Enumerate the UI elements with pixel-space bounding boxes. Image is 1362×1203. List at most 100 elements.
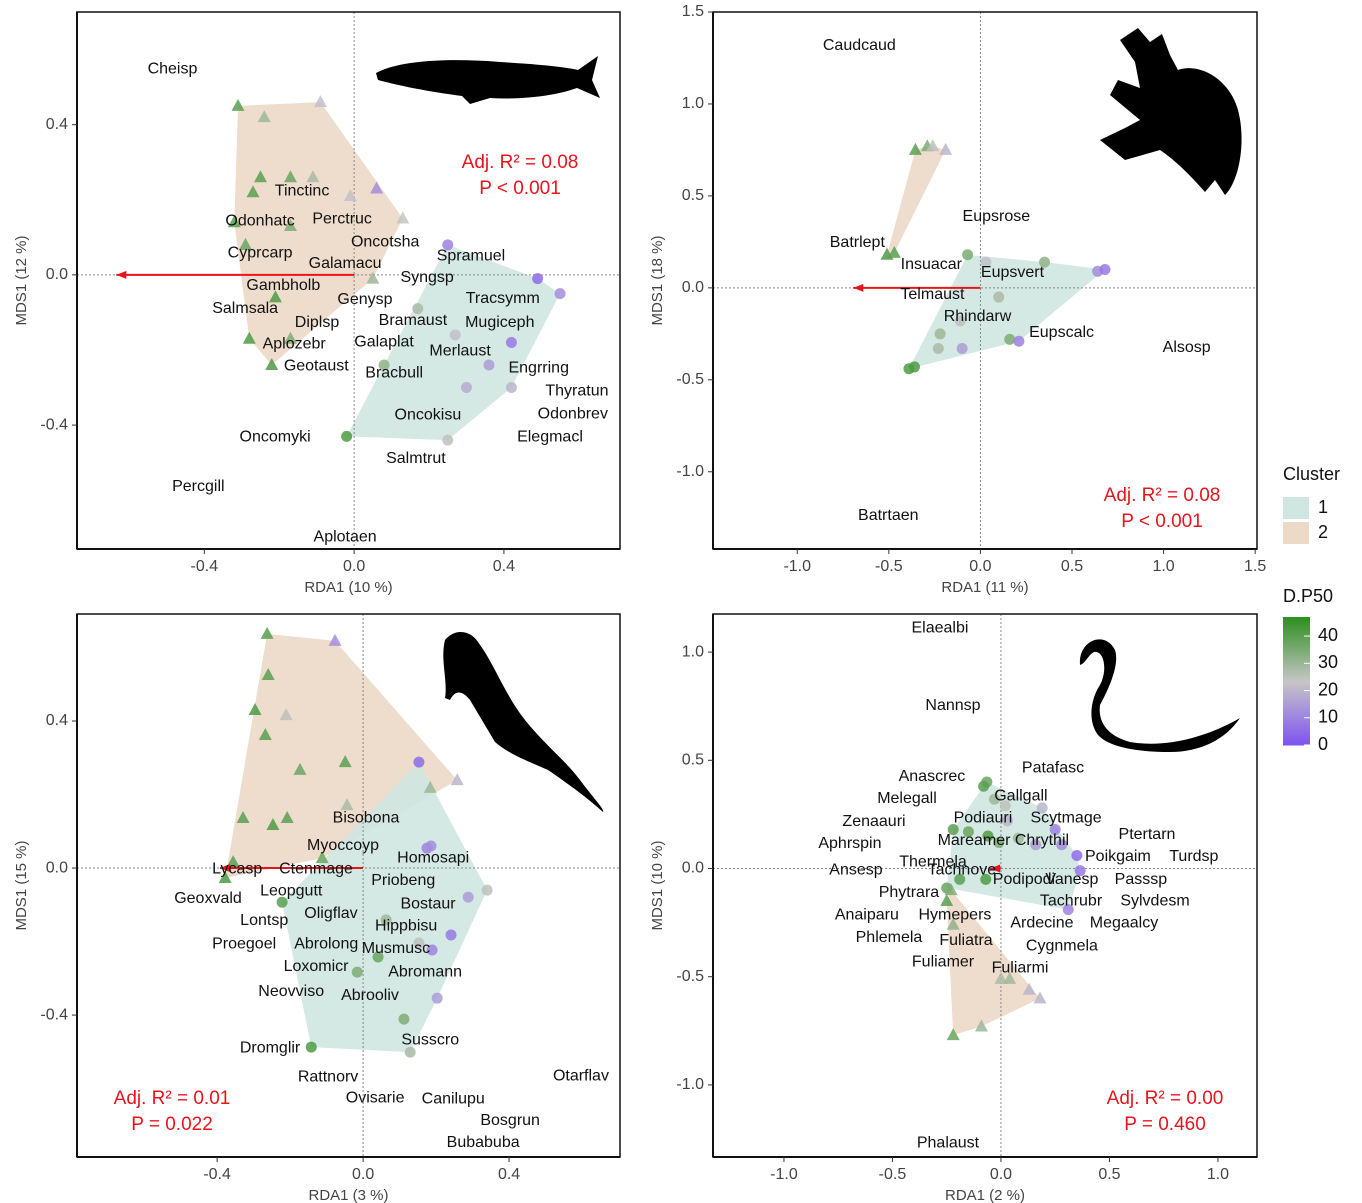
colorbar-segment — [1283, 661, 1310, 664]
site-point — [946, 917, 960, 930]
species-label: Bubabuba — [447, 1134, 520, 1151]
site-point — [218, 870, 232, 883]
species-label: Anascrec — [899, 768, 966, 785]
site-point — [351, 966, 363, 978]
fit-annotation: P < 0.001 — [1121, 511, 1203, 532]
colorbar-segment — [1283, 711, 1310, 714]
site-point — [978, 780, 990, 792]
colorbar-segment — [1283, 741, 1310, 744]
colorbar-label: 30 — [1318, 652, 1338, 672]
site-point — [532, 273, 544, 285]
site-point — [947, 824, 959, 836]
colorbar-segment — [1283, 703, 1310, 706]
colorbar-segment — [1283, 723, 1310, 726]
site-point — [1004, 333, 1016, 345]
site-point — [980, 873, 992, 885]
site-point — [398, 1013, 410, 1025]
legend-title: D.P50 — [1283, 586, 1333, 606]
site-point — [934, 328, 946, 340]
site-point — [370, 181, 384, 194]
y-tick-label: 0.0 — [46, 859, 68, 876]
colorbar-segment — [1283, 637, 1310, 640]
site-point — [1033, 991, 1047, 1004]
species-label: Rhindarw — [944, 308, 1012, 325]
species-label: Merlaust — [429, 343, 491, 360]
y-tick-label: 1.0 — [682, 643, 704, 660]
x-tick-label: 0.5 — [1061, 558, 1083, 575]
colorbar-label: 40 — [1318, 625, 1338, 645]
site-point — [481, 884, 493, 896]
species-label: Cheisp — [148, 60, 198, 77]
site-point — [328, 633, 342, 646]
site-point — [315, 851, 329, 864]
species-label: Zenaauri — [842, 813, 905, 830]
colorbar-segment — [1283, 675, 1310, 678]
species-label: Lontsp — [240, 912, 288, 929]
x-tick-label: -0.4 — [191, 558, 219, 575]
species-label: Tinctinc — [275, 182, 330, 199]
fit-annotation: P = 0.460 — [1124, 1114, 1206, 1135]
colorbar-segment — [1283, 683, 1310, 686]
species-label: Thyratun — [545, 382, 608, 399]
x-tick-label: 0.0 — [343, 558, 365, 575]
species-label: Fuliamer — [912, 954, 975, 971]
site-point — [423, 780, 437, 793]
species-label: Podiauri — [954, 810, 1013, 827]
site-point — [283, 331, 297, 344]
colorbar-segment — [1283, 673, 1310, 676]
site-point — [946, 1028, 960, 1041]
colorbar-segment — [1283, 685, 1310, 688]
site-point — [1012, 832, 1024, 844]
species-label: Eupsvert — [981, 264, 1045, 281]
colorbar-segment — [1283, 639, 1310, 642]
colorbar-segment — [1283, 717, 1310, 720]
panel: Elaealbi Nannsp Patafasc Anascrec Gallgall Me… — [649, 613, 1258, 1203]
site-point — [413, 756, 425, 768]
colorbar-segment — [1283, 693, 1310, 696]
species-label: Galaplat — [354, 334, 414, 351]
species-label: Dromglir — [240, 1039, 301, 1056]
site-point — [306, 170, 320, 183]
site-point — [554, 288, 566, 300]
site-point — [908, 361, 920, 373]
species-label: Abromann — [388, 963, 462, 980]
y-tick-label: 0.0 — [682, 279, 704, 296]
species-label: Passsp — [1115, 871, 1168, 888]
colorbar-segment — [1283, 657, 1310, 660]
species-label: Batrtaen — [858, 507, 918, 524]
site-point — [926, 139, 940, 152]
colorbar-segment — [1283, 627, 1310, 630]
x-axis-title: RDA1 (2 %) — [945, 1187, 1025, 1203]
species-label: Ptertarn — [1119, 826, 1176, 843]
species-label: Ovisarie — [346, 1089, 405, 1106]
species-label: Ardecine — [1010, 915, 1073, 932]
site-point — [227, 215, 241, 228]
site-point — [940, 893, 954, 906]
species-label: Priobeng — [371, 872, 435, 889]
species-label: Abrooliv — [341, 987, 399, 1004]
site-point — [268, 290, 282, 303]
site-point — [993, 291, 1005, 303]
site-point — [257, 110, 271, 123]
y-tick-label: -0.4 — [40, 1006, 68, 1023]
site-point — [994, 971, 1008, 984]
site-point — [1074, 865, 1086, 877]
y-tick-label: -0.4 — [40, 416, 68, 433]
site-point — [999, 800, 1011, 812]
x-tick-label: 1.0 — [1152, 558, 1174, 575]
x-tick-label: 0.4 — [493, 558, 515, 575]
colorbar-segment — [1283, 631, 1310, 634]
colorbar-segment — [1283, 635, 1310, 638]
y-tick-label: -1.0 — [676, 463, 704, 480]
colorbar-segment — [1283, 625, 1310, 628]
species-label: Nannsp — [925, 697, 980, 714]
species-label: Percgill — [172, 478, 224, 495]
species-label: Proegoel — [212, 935, 276, 952]
site-point — [343, 189, 357, 202]
x-tick-label: -0.4 — [203, 1166, 231, 1183]
species-label: Rattnorv — [298, 1068, 358, 1085]
x-tick-label: -1.0 — [770, 1166, 798, 1183]
species-label: Aplozebr — [263, 336, 327, 353]
site-point — [442, 434, 454, 446]
fit-annotation: Adj. R² = 0.08 — [1104, 485, 1221, 506]
